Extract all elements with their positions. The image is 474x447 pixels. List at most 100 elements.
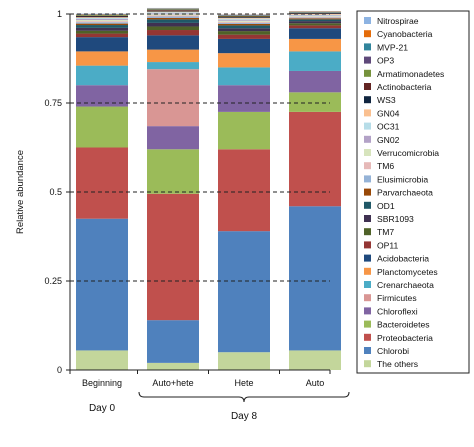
y-tick-label: 0 <box>57 365 62 375</box>
bar-segment <box>76 17 128 18</box>
bar-segment <box>218 22 270 23</box>
bar-segment <box>218 31 270 35</box>
legend-entry: OC31 <box>377 122 400 132</box>
bar-segment <box>147 19 199 23</box>
legend-entry: MVP-21 <box>377 42 408 52</box>
legend-entry: OP3 <box>377 56 394 66</box>
bar-segment <box>218 24 270 25</box>
legend-entry: Planctomycetes <box>377 267 438 277</box>
bar-segment <box>289 350 341 370</box>
bar-segment <box>289 18 341 19</box>
bar-segment <box>218 23 270 24</box>
legend-swatch <box>364 43 371 50</box>
x-tick-label: Auto <box>306 378 325 388</box>
group-bracket <box>139 392 349 402</box>
bar-segment <box>289 21 341 23</box>
bar-segment <box>218 85 270 112</box>
bar-segment <box>147 9 199 10</box>
legend-entry: Proteobacteria <box>377 333 433 343</box>
bar-segment <box>76 22 128 23</box>
bar-segment <box>76 66 128 86</box>
bars <box>76 8 341 370</box>
bar-segment <box>147 62 199 69</box>
y-tick-label: 1 <box>57 9 62 19</box>
legend-swatch <box>364 189 371 196</box>
y-tick-label: 0.5 <box>49 187 62 197</box>
group-label: Day 8 <box>231 411 258 422</box>
bar-segment <box>147 12 199 13</box>
legend-entry: Bacteroidetes <box>377 320 430 330</box>
legend-entry: GN04 <box>377 108 400 118</box>
legend-swatch <box>364 321 371 328</box>
bar-segment <box>218 231 270 352</box>
legend-swatch <box>364 281 371 288</box>
legend-entry: Verrucomicrobia <box>377 148 439 158</box>
bar-segment <box>76 19 128 20</box>
bar-segment <box>76 25 128 28</box>
bar-segment <box>76 21 128 22</box>
legend: NitrospiraeCyanobacteriaMVP-21OP3Armatim… <box>357 11 469 373</box>
bar-segment <box>76 15 128 16</box>
legend-swatch <box>364 241 371 248</box>
bar-segment <box>76 20 128 21</box>
bar-segment <box>218 67 270 85</box>
bar-segment <box>76 34 128 38</box>
legend-swatch <box>364 228 371 235</box>
bar-segment <box>218 28 270 31</box>
legend-swatch <box>364 149 371 156</box>
bar-segment <box>147 18 199 19</box>
bar-segment <box>218 25 270 28</box>
bar-segment <box>218 21 270 22</box>
bar-segment <box>76 16 128 17</box>
legend-swatch <box>364 215 371 222</box>
legend-entry: Cyanobacteria <box>377 29 433 39</box>
bar-segment <box>218 149 270 231</box>
legend-entry: OD1 <box>377 201 395 211</box>
bar-segment <box>147 26 199 30</box>
legend-entry: WS3 <box>377 95 396 105</box>
bar-segment <box>76 350 128 370</box>
bar-segment <box>289 23 341 25</box>
bar-segment <box>76 16 128 17</box>
legend-swatch <box>364 30 371 37</box>
legend-entry: OP11 <box>377 240 399 250</box>
legend-swatch <box>364 307 371 314</box>
bar-segment <box>147 363 199 370</box>
bar-segment <box>76 18 128 19</box>
bar-segment <box>289 92 341 112</box>
legend-swatch <box>364 109 371 116</box>
bar-segment <box>147 30 199 35</box>
bar-segment <box>218 20 270 21</box>
y-tick-label: 0.75 <box>44 98 62 108</box>
bar-segment <box>289 19 341 21</box>
legend-entry: Elusimicrobia <box>377 174 428 184</box>
bar-segment <box>147 23 199 27</box>
legend-entry: Chloroflexi <box>377 306 418 316</box>
bar-segment <box>289 15 341 16</box>
bar-segment <box>289 17 341 18</box>
bar-segment <box>289 15 341 16</box>
x-tick-label: Hete <box>234 378 253 388</box>
legend-swatch <box>364 255 371 262</box>
legend-entry: TM6 <box>377 161 394 171</box>
legend-swatch <box>364 17 371 24</box>
y-axis-title: Relative abundance <box>15 150 26 234</box>
bar-segment <box>147 14 199 15</box>
legend-entry: Nitrospirae <box>377 16 419 26</box>
bar-segment <box>218 39 270 53</box>
legend-swatch <box>364 294 371 301</box>
x-tick-label: Beginning <box>82 378 122 388</box>
legend-swatch <box>364 57 371 64</box>
legend-entry: Acidobacteria <box>377 254 429 264</box>
bar-segment <box>76 28 128 31</box>
bar-segment <box>147 50 199 62</box>
bar-segment <box>147 11 199 12</box>
bar-segment <box>147 69 199 126</box>
legend-swatch <box>364 175 371 182</box>
bar-segment <box>218 35 270 39</box>
legend-entry: Chlorobi <box>377 346 409 356</box>
legend-swatch <box>364 360 371 367</box>
legend-entry: SBR1093 <box>377 214 414 224</box>
group-label: Day 0 <box>89 403 116 414</box>
